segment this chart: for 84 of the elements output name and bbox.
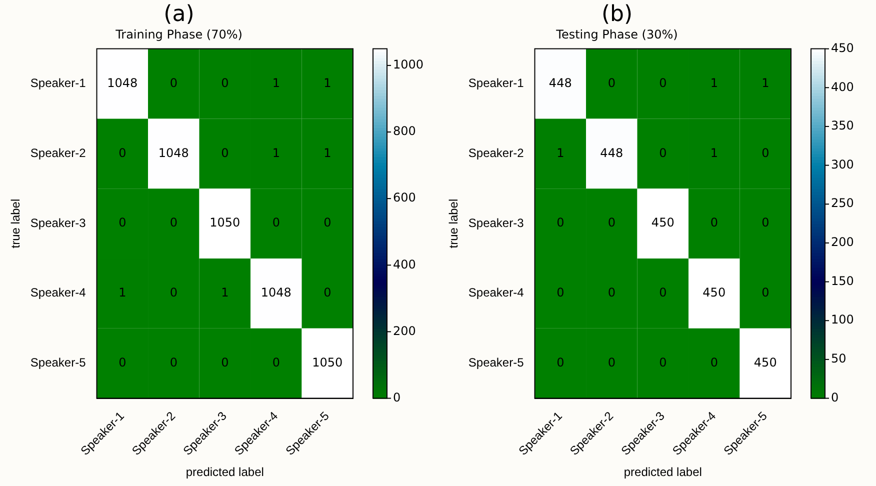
color-bar-label: 200 bbox=[393, 324, 416, 338]
data-label: 0 bbox=[608, 216, 616, 230]
data-label: 1 bbox=[324, 76, 332, 90]
data-label: 0 bbox=[659, 146, 667, 160]
color-bar-label: 600 bbox=[393, 190, 416, 205]
chart-subtitle: Testing Phase (30%) bbox=[555, 28, 678, 42]
data-label: 0 bbox=[608, 286, 616, 300]
data-label: 0 bbox=[762, 286, 770, 300]
color-bar-label: 50 bbox=[831, 352, 846, 366]
color-bar-label: 300 bbox=[831, 157, 854, 172]
data-label: 1 bbox=[710, 76, 718, 90]
data-label: 0 bbox=[556, 286, 564, 300]
x-axis-title: predicted label bbox=[186, 465, 264, 480]
data-label: 1048 bbox=[107, 76, 138, 90]
data-label: 0 bbox=[710, 216, 718, 230]
color-bar-label: 150 bbox=[831, 274, 854, 288]
data-label: 0 bbox=[556, 355, 564, 370]
data-label: 1 bbox=[272, 146, 280, 160]
data-label: 0 bbox=[272, 355, 280, 370]
data-label: 450 bbox=[754, 355, 777, 370]
data-label: 0 bbox=[324, 216, 332, 230]
y-tick-label: Speaker-3 bbox=[30, 216, 86, 230]
data-label: 0 bbox=[118, 355, 126, 370]
data-label: 0 bbox=[221, 355, 229, 370]
data-label: 0 bbox=[762, 146, 770, 160]
data-label: 1048 bbox=[260, 286, 292, 300]
data-label: 0 bbox=[762, 216, 770, 230]
data-label: 0 bbox=[608, 76, 616, 90]
data-label: 1048 bbox=[158, 146, 189, 160]
data-label: 0 bbox=[170, 286, 178, 300]
data-label: 0 bbox=[608, 355, 616, 370]
data-label: 0 bbox=[170, 216, 178, 230]
data-label: 0 bbox=[659, 76, 667, 90]
data-label: 0 bbox=[272, 216, 280, 230]
data-label: 0 bbox=[659, 355, 667, 370]
y-tick-label: Speaker-1 bbox=[30, 76, 86, 90]
y-tick-label: Speaker-1 bbox=[468, 76, 524, 90]
color-bar-label: 350 bbox=[831, 118, 854, 133]
color-bar-label: 250 bbox=[831, 196, 854, 210]
data-label: 0 bbox=[710, 355, 718, 370]
data-label: 1 bbox=[118, 286, 126, 300]
data-label: 448 bbox=[548, 76, 572, 90]
data-label: 0 bbox=[556, 216, 564, 230]
data-label: 1 bbox=[221, 286, 229, 300]
y-axis-title: true label bbox=[8, 198, 23, 248]
chart-title: (a) bbox=[164, 2, 194, 27]
data-label: 1050 bbox=[312, 355, 343, 370]
color-bar-label: 0 bbox=[831, 390, 839, 404]
color-bar-label: 1000 bbox=[393, 58, 424, 72]
data-label: 1050 bbox=[210, 216, 240, 230]
y-tick-label: Speaker-5 bbox=[30, 356, 86, 370]
y-tick-label: Speaker-2 bbox=[468, 146, 524, 160]
color-bar-label: 400 bbox=[831, 80, 854, 94]
data-label: 0 bbox=[659, 286, 667, 300]
color-bar-label: 100 bbox=[831, 312, 854, 327]
data-label: 0 bbox=[170, 355, 178, 370]
data-label: 1 bbox=[762, 76, 770, 90]
y-tick-label: Speaker-3 bbox=[468, 216, 524, 230]
data-label: 0 bbox=[170, 76, 178, 90]
data-label: 450 bbox=[651, 216, 674, 230]
chart-subtitle: Training Phase (70%) bbox=[114, 28, 242, 42]
data-label: 1 bbox=[556, 146, 564, 160]
data-label: 448 bbox=[600, 146, 624, 160]
data-label: 1 bbox=[710, 146, 718, 160]
color-bar-label: 450 bbox=[831, 40, 854, 55]
data-label: 0 bbox=[118, 216, 126, 230]
y-tick-label: Speaker-4 bbox=[468, 286, 524, 300]
y-tick-label: Speaker-4 bbox=[30, 286, 86, 300]
y-axis-title: true label bbox=[446, 198, 461, 248]
data-label: 1 bbox=[324, 146, 332, 160]
data-label: 0 bbox=[221, 76, 229, 90]
color-bar-label: 800 bbox=[393, 124, 416, 138]
data-label: 1 bbox=[272, 76, 280, 90]
data-label: 0 bbox=[118, 146, 126, 160]
y-tick-label: Speaker-2 bbox=[30, 146, 86, 160]
color-bar-label: 200 bbox=[831, 235, 854, 250]
y-tick-label: Speaker-5 bbox=[468, 356, 524, 370]
chart-title: (b) bbox=[601, 2, 633, 27]
data-label: 0 bbox=[324, 286, 332, 300]
data-label: 450 bbox=[702, 286, 726, 300]
data-label: 0 bbox=[221, 146, 229, 160]
color-bar-label: 400 bbox=[393, 257, 416, 272]
color-bar-label: 0 bbox=[393, 390, 401, 404]
x-axis-title: predicted label bbox=[624, 465, 702, 480]
